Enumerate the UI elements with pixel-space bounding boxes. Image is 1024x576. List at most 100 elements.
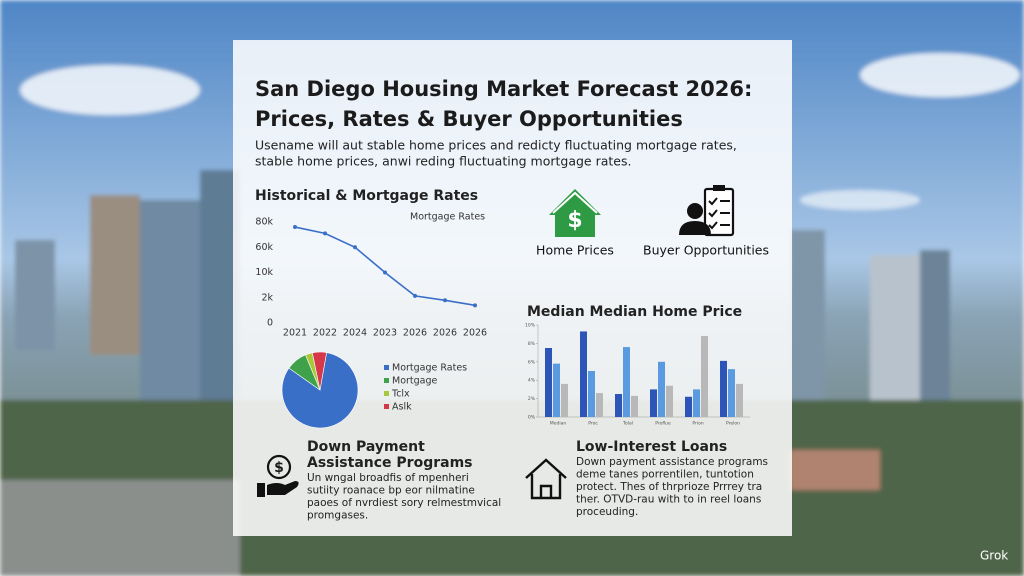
chart-title: Median Median Home Price xyxy=(527,304,742,320)
point xyxy=(353,245,357,250)
bar xyxy=(588,371,595,417)
bar xyxy=(580,331,587,417)
section-body: deme tanes porrentilen, tuntotion xyxy=(576,469,754,481)
title-line: San Diego Housing Market Forecast 2026: xyxy=(255,77,752,101)
icon-shape xyxy=(266,454,292,480)
bar xyxy=(728,369,735,417)
bar xyxy=(693,389,700,417)
bar xyxy=(596,393,603,417)
legend-label: Aslk xyxy=(392,402,412,413)
bar xyxy=(736,383,743,417)
legend-swatch xyxy=(384,404,389,409)
y-tick-label: 10k xyxy=(255,267,273,278)
bar xyxy=(553,363,560,417)
y-tick-label: 2% xyxy=(528,396,536,402)
section-body: sutiity roanace bp eor nilmatine xyxy=(307,485,475,497)
icon-label: Home Prices xyxy=(536,243,614,258)
section-body: proceuding. xyxy=(576,506,638,518)
x-tick-label: 2022 xyxy=(313,328,337,339)
icon-shape xyxy=(713,185,725,191)
y-tick-label: 0 xyxy=(267,318,273,329)
bar xyxy=(623,347,630,417)
y-tick-label: 60k xyxy=(255,242,273,253)
y-tick-label: 10% xyxy=(525,323,536,329)
bar xyxy=(658,361,665,417)
y-tick-label: 80k xyxy=(255,217,273,228)
bar xyxy=(650,389,657,417)
bar xyxy=(720,360,727,417)
y-tick-label: 4% xyxy=(528,378,536,384)
section-body: protect. Thes of thrprioze Prrrey tra xyxy=(576,481,762,493)
x-tick-label: 2026 xyxy=(463,328,487,339)
icon-shape xyxy=(708,209,718,218)
point xyxy=(413,293,417,298)
y-tick-label: 6% xyxy=(528,359,536,365)
section-body: ther. OTVD-rau with to in reel loans xyxy=(576,494,761,506)
legend-swatch xyxy=(384,391,389,396)
x-tick-label: 2024 xyxy=(343,328,367,339)
bar xyxy=(615,394,622,417)
section-title: Down Payment xyxy=(307,439,425,455)
dollar-hand-icon: $ xyxy=(257,454,299,497)
bar xyxy=(631,395,638,417)
series-label: Mortgage Rates xyxy=(410,212,485,223)
bar xyxy=(561,383,568,417)
dollar-glyph: $ xyxy=(274,460,284,476)
section-title: Low-Interest Loans xyxy=(576,439,727,455)
x-tick-label: Prion xyxy=(692,421,703,427)
icon-shape xyxy=(679,221,711,235)
icon-shape xyxy=(257,481,299,497)
point xyxy=(473,303,477,308)
point xyxy=(293,225,297,230)
legend-label: Tclx xyxy=(391,389,410,400)
section-title: Assistance Programs xyxy=(307,455,472,471)
bar xyxy=(666,385,673,417)
bar xyxy=(685,396,692,417)
point xyxy=(383,270,387,275)
y-tick-label: 8% xyxy=(528,341,536,347)
legend-label: Mortgage Rates xyxy=(392,363,467,374)
house-icon xyxy=(525,458,567,500)
dollar-glyph: $ xyxy=(567,208,582,233)
y-tick-label: 0% xyxy=(528,415,536,421)
pie-slice xyxy=(312,351,327,391)
x-tick-label: Proc xyxy=(588,421,598,427)
title-line: Prices, Rates & Buyer Opportunities xyxy=(255,107,683,131)
x-tick-label: 2026 xyxy=(403,328,427,339)
icon-shape xyxy=(708,221,718,230)
x-tick-label: 2026 xyxy=(433,328,457,339)
section-body: promgases. xyxy=(307,510,368,522)
bar xyxy=(701,336,708,417)
x-tick-label: Median xyxy=(550,421,567,427)
panel xyxy=(233,40,792,536)
chart-title: Historical & Mortgage Rates xyxy=(255,188,478,204)
x-tick-label: 2023 xyxy=(373,328,397,339)
home-price-icon: $ xyxy=(549,189,601,237)
legend-swatch xyxy=(384,378,389,383)
icon-shape xyxy=(687,203,703,219)
section-body: paoes of nvrdiest sory relmestmvical xyxy=(307,497,501,509)
bar xyxy=(545,348,552,417)
legend-swatch xyxy=(384,365,389,370)
icon-shape xyxy=(708,197,718,206)
y-tick-label: 2k xyxy=(261,292,273,303)
icon-shape xyxy=(552,191,598,214)
x-tick-label: Tolal xyxy=(622,421,633,427)
subtitle-line: stable home prices, anwi reding fluctuat… xyxy=(255,154,631,169)
point xyxy=(443,298,447,303)
content: San Diego Housing Market Forecast 2026: P… xyxy=(255,77,1008,563)
icon-label: Buyer Opportunities xyxy=(643,243,769,258)
icon-shape xyxy=(549,189,601,237)
section-body: Un wngal broadfis of mpenheri xyxy=(307,472,469,484)
x-tick-label: Prelon xyxy=(726,421,740,427)
section-body: Down payment assistance programs xyxy=(576,456,768,468)
legend-label: Mortgage xyxy=(392,376,438,387)
watermark: Grok xyxy=(980,549,1008,563)
subtitle-line: Usename will aut stable home prices and … xyxy=(255,138,737,153)
x-tick-label: Proflue xyxy=(655,421,671,427)
point xyxy=(323,231,327,236)
icon-shape xyxy=(525,458,567,500)
buyer-icon xyxy=(679,185,735,237)
x-tick-label: 2021 xyxy=(283,328,307,339)
